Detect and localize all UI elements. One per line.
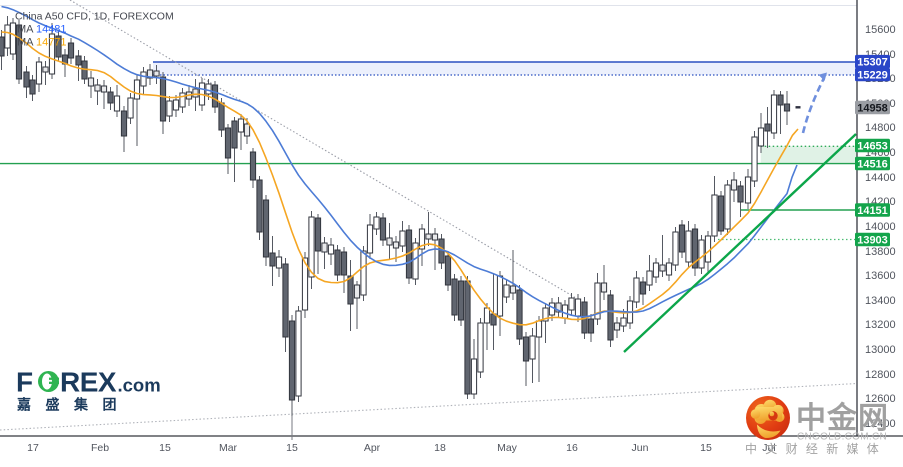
svg-text:17: 17 (27, 442, 39, 454)
svg-text:12600: 12600 (865, 393, 896, 405)
svg-text:13800: 13800 (865, 246, 896, 258)
svg-text:Apr: Apr (364, 442, 381, 454)
svg-text:13000: 13000 (865, 344, 896, 356)
svg-text:.com: .com (118, 375, 161, 396)
svg-text:May: May (497, 442, 518, 454)
svg-text:Mar: Mar (219, 442, 238, 454)
svg-text:12400: 12400 (865, 418, 896, 430)
svg-text:中金网: 中金网 (796, 401, 889, 435)
svg-text:13600: 13600 (865, 270, 896, 282)
svg-text:14516: 14516 (857, 158, 888, 170)
svg-text:15: 15 (700, 442, 712, 454)
svg-text:15307: 15307 (857, 56, 888, 68)
svg-text:MA 14481: MA 14481 (17, 24, 67, 36)
svg-text:15: 15 (286, 442, 298, 454)
svg-text:13903: 13903 (857, 234, 888, 246)
svg-text:F: F (16, 367, 33, 398)
svg-text:14958: 14958 (857, 102, 888, 114)
svg-text:MA 14771: MA 14771 (17, 37, 67, 49)
svg-text:13400: 13400 (865, 295, 896, 307)
svg-text:嘉盛集团: 嘉盛集团 (16, 397, 131, 413)
svg-text:REX: REX (60, 367, 117, 398)
svg-text:China A50 CFD, 1D, FOREXCOM: China A50 CFD, 1D, FOREXCOM (15, 11, 174, 23)
svg-text:18: 18 (434, 442, 446, 454)
svg-text:15600: 15600 (865, 24, 896, 36)
svg-text:Jun: Jun (632, 442, 649, 454)
svg-text:15: 15 (159, 442, 171, 454)
svg-text:CNGOLD.COM.CN: CNGOLD.COM.CN (797, 432, 887, 443)
svg-text:Feb: Feb (91, 442, 109, 454)
svg-text:13200: 13200 (865, 319, 896, 331)
svg-text:14400: 14400 (865, 172, 896, 184)
svg-text:14800: 14800 (865, 122, 896, 134)
svg-text:14000: 14000 (865, 221, 896, 233)
svg-text:14653: 14653 (857, 140, 888, 152)
svg-text:15229: 15229 (857, 69, 888, 81)
svg-text:Jul: Jul (762, 442, 775, 454)
svg-text:14151: 14151 (857, 205, 888, 217)
svg-text:中文财经新媒体: 中文财经新媒体 (745, 441, 887, 456)
svg-text:16: 16 (566, 442, 578, 454)
svg-text:12800: 12800 (865, 369, 896, 381)
